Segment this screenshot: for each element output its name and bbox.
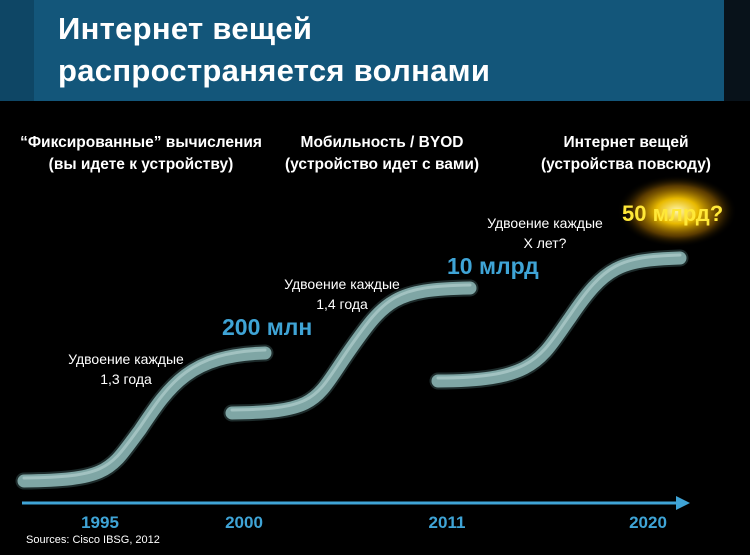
slide-title-line-2: распространяется волнами [58, 53, 491, 88]
column-heading-title: Мобильность / BYOD [300, 134, 464, 151]
column-heading-mobility: Мобильность / BYOD (устройство идет с ва… [268, 132, 496, 176]
wave-note-line: Удвоение каждые [284, 276, 400, 292]
glow-burst [617, 175, 737, 247]
wave-1 [15, 344, 274, 490]
wave-note-line: 1,3 года [100, 371, 152, 387]
column-heading-title: Интернет вещей [563, 134, 689, 151]
wave-1-note: Удвоение каждые 1,3 года [50, 349, 202, 389]
column-heading-subtitle: (устройство идет с вами) [284, 156, 480, 173]
timeline-year: 2020 [629, 513, 667, 532]
wave-3-value: 50 млрд? [622, 201, 724, 226]
column-heading-subtitle: (устройства повсюду) [541, 156, 711, 173]
wave-note-line: Удвоение каждые [68, 351, 184, 367]
column-heading-fixed-computing: “Фиксированные” вычисления (вы идете к у… [10, 132, 272, 176]
title-edge [724, 0, 750, 101]
title-bar [0, 0, 724, 101]
wave-3-note: Удвоение каждые X лет? [470, 213, 620, 253]
wave-1-value: 200 млн [222, 314, 313, 340]
timeline-arrow [22, 496, 690, 510]
timeline-year: 1995 [81, 513, 119, 532]
column-heading-title: “Фиксированные” вычисления [20, 134, 262, 151]
timeline-year: 2011 [428, 513, 466, 532]
column-heading-subtitle: (вы идете к устройству) [48, 156, 234, 173]
wave-note-line: Удвоение каждые [487, 215, 603, 231]
wave-3 [429, 249, 689, 390]
timeline-year: 2000 [225, 513, 263, 532]
title-accent [0, 0, 34, 101]
wave-note-line: 1,4 года [316, 296, 368, 312]
wave-2-note: Удвоение каждые 1,4 года [266, 274, 418, 314]
wave-2-value: 10 млрд [447, 253, 539, 279]
slide-title-line-1: Интернет вещей [58, 11, 313, 46]
column-heading-iot: Интернет вещей (устройства повсюду) [518, 132, 734, 176]
wave-note-line: X лет? [523, 235, 567, 251]
source-note: Sources: Cisco IBSG, 2012 [26, 534, 160, 546]
wave-2 [223, 279, 479, 422]
